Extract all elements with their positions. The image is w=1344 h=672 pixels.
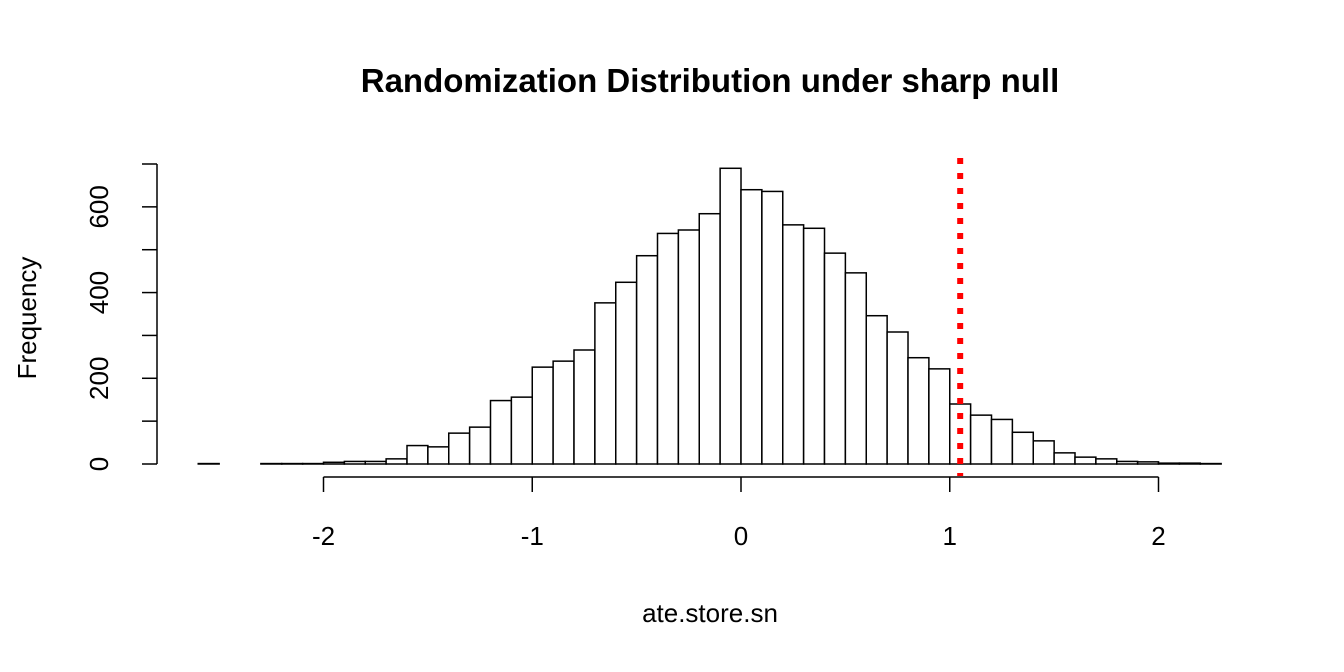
- histogram-bar: [1053, 452, 1076, 465]
- histogram-bar: [907, 356, 930, 465]
- histogram-bar: [782, 224, 805, 465]
- histogram-bar: [594, 302, 617, 465]
- x-tick-label: -1: [521, 521, 544, 551]
- histogram-bar: [573, 349, 596, 465]
- histogram-bar: [698, 212, 721, 465]
- y-tick-label: 0: [84, 457, 114, 471]
- histogram-bar: [844, 272, 868, 465]
- histogram-bar: [990, 418, 1014, 465]
- histogram-bar: [364, 460, 387, 465]
- histogram-bar: [531, 366, 554, 465]
- histogram-bar: [886, 331, 909, 465]
- histogram-bar: [427, 446, 450, 465]
- y-axis-label: Frequency: [12, 257, 42, 380]
- histogram-bar: [1074, 456, 1097, 465]
- y-tick-label: 400: [84, 271, 114, 314]
- histogram-bar: [1157, 462, 1181, 465]
- histogram-bar: [719, 167, 742, 465]
- histogram-bar: [1011, 431, 1035, 465]
- histogram-bar: [761, 190, 784, 465]
- histogram-bar: [322, 461, 346, 465]
- chart-title: Randomization Distribution under sharp n…: [361, 62, 1060, 99]
- histogram-bar: [1095, 458, 1118, 465]
- y-tick-label: 200: [84, 357, 114, 400]
- x-tick-label: 1: [943, 521, 957, 551]
- histogram-bar: [1116, 460, 1139, 465]
- histogram-bar: [969, 414, 993, 465]
- histogram-bar: [489, 399, 513, 465]
- histogram-bar: [1136, 461, 1160, 465]
- x-tick-label: 0: [734, 521, 748, 551]
- histogram-bar: [343, 460, 367, 465]
- histogram-bar: [615, 281, 638, 465]
- x-axis: -2 -1 0 1 2: [312, 476, 1166, 551]
- histogram-bar: [1178, 462, 1202, 465]
- histogram-bar: [656, 232, 680, 465]
- x-tick-label: 2: [1151, 521, 1165, 551]
- histogram-bar: [1032, 440, 1055, 465]
- x-tick-label: -2: [312, 521, 335, 551]
- histogram-bar: [552, 360, 575, 465]
- histogram-bar: [802, 227, 826, 465]
- histogram-bar: [677, 229, 701, 465]
- x-axis-label: ate.store.sn: [642, 598, 778, 628]
- histogram-bar: [740, 188, 763, 465]
- histogram-bar: [406, 444, 429, 465]
- histogram-bar: [468, 426, 492, 465]
- y-tick-label: 600: [84, 185, 114, 228]
- y-axis: 0 200 400 600: [84, 163, 158, 471]
- histogram-bar: [928, 368, 951, 465]
- histogram-bars: [197, 167, 1222, 465]
- histogram-bar: [865, 314, 888, 465]
- histogram-bar: [510, 396, 534, 465]
- histogram-bar: [385, 458, 408, 465]
- histogram-bar: [635, 254, 659, 465]
- histogram-bar: [448, 432, 471, 465]
- histogram-bar: [823, 252, 847, 465]
